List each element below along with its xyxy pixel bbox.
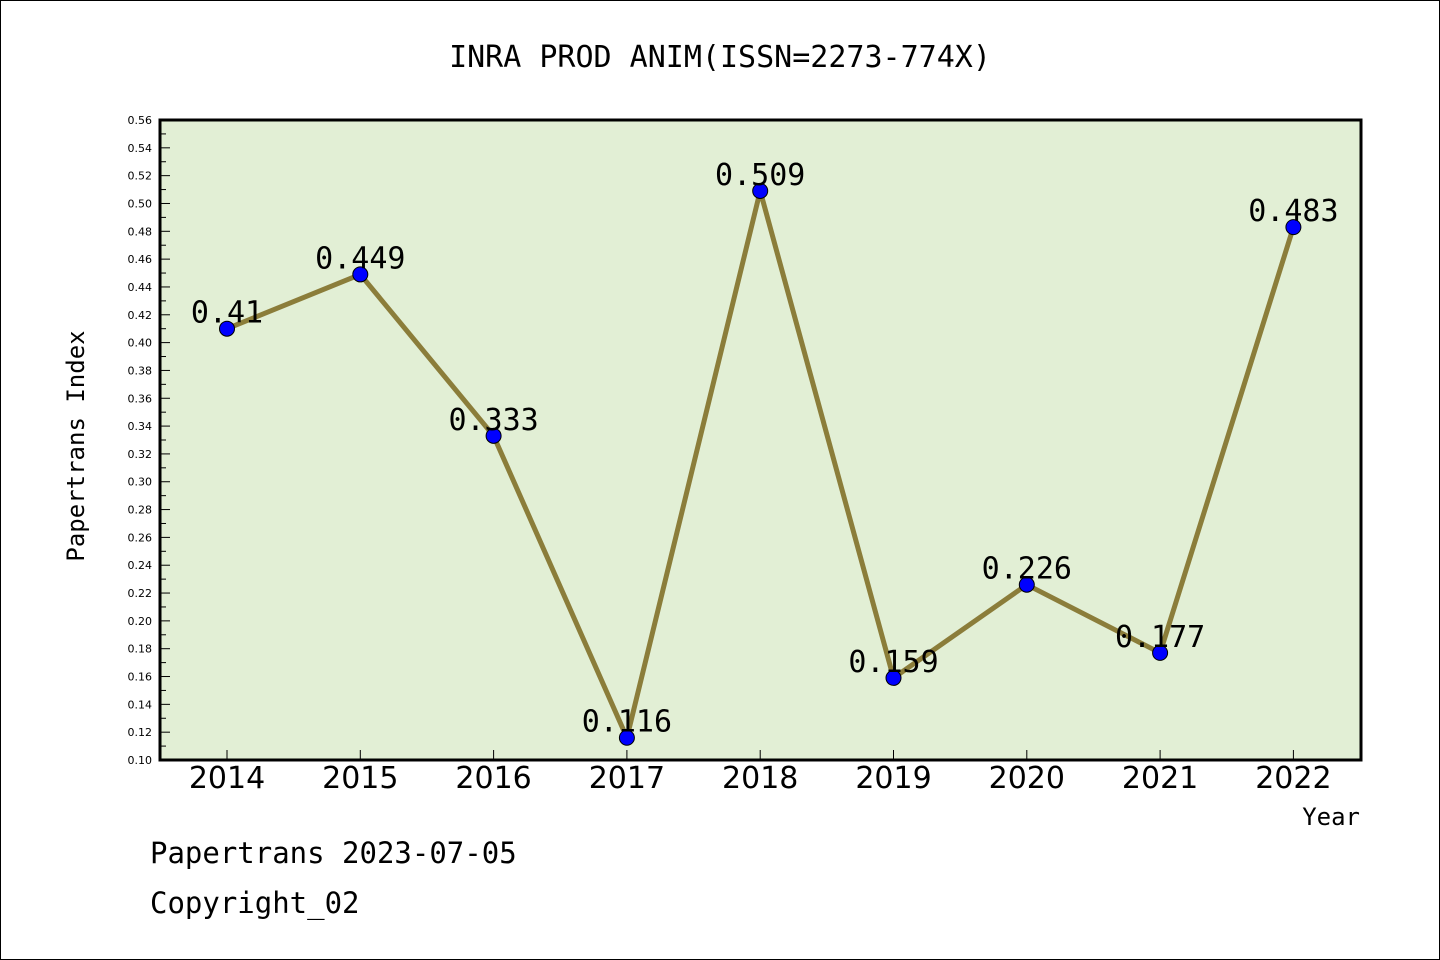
y-tick-label: 0.42 (128, 309, 153, 322)
x-tick-label: 2018 (722, 761, 798, 796)
data-point (1285, 219, 1302, 236)
footer-copyright: Copyright_02 (150, 886, 360, 920)
y-tick-label: 0.12 (128, 726, 153, 739)
x-tick-label: 2019 (855, 761, 931, 796)
y-axis-label: Papertrans Index (62, 330, 90, 561)
data-labels: 0.41 0.449 0.333 0.116 0.509 0.159 0.226 0.177 0… (191, 158, 1339, 740)
y-tick-label: 0.50 (128, 197, 153, 210)
data-point (485, 427, 502, 444)
y-tick-label: 0.10 (128, 754, 153, 767)
y-tick-label: 0.24 (128, 559, 153, 572)
data-label: 0.41 (191, 296, 263, 331)
y-tick-label: 0.30 (128, 476, 153, 489)
y-tick-label: 0.40 (128, 337, 153, 350)
x-tick-label: 2017 (589, 761, 665, 796)
y-tick-label: 0.20 (128, 615, 153, 628)
plot-area (158, 118, 1363, 762)
y-axis: 0.10 0.12 0.14 0.16 0.18 0.20 0.22 0.24 0.26 0.28… (128, 114, 170, 767)
y-tick-label: 0.26 (128, 531, 153, 544)
y-tick-label: 0.36 (128, 392, 153, 405)
data-point (1018, 576, 1035, 593)
data-label: 0.177 (1115, 620, 1205, 655)
data-point (885, 669, 902, 686)
data-label: 0.159 (848, 645, 938, 680)
y-tick-label: 0.46 (128, 253, 153, 266)
data-point (219, 320, 235, 337)
x-tick-label: 2022 (1255, 761, 1331, 796)
data-point (352, 266, 369, 283)
y-tick-label: 0.22 (128, 587, 153, 600)
y-tick-label: 0.34 (128, 420, 153, 433)
x-axis-label: Year (1302, 803, 1360, 831)
data-label: 0.449 (315, 241, 405, 276)
footer-date: Papertrans 2023-07-05 (150, 836, 517, 870)
x-tick-label: 2015 (322, 761, 398, 796)
x-tick-label: 2014 (189, 761, 265, 796)
y-tick-label: 0.56 (128, 114, 153, 127)
data-label: 0.509 (715, 158, 805, 193)
x-tick-label: 2020 (989, 761, 1065, 796)
chart-title: INRA PROD ANIM(ISSN=2273-774X) (449, 40, 991, 75)
y-tick-label: 0.16 (128, 671, 153, 684)
data-markers (219, 182, 1302, 746)
data-label: 0.483 (1248, 194, 1338, 229)
data-point (752, 182, 769, 199)
y-tick-label: 0.14 (128, 698, 153, 711)
x-tick-label: 2016 (455, 761, 531, 796)
x-axis: 2014 2015 2016 2017 2018 2019 2020 2021 2022 (189, 750, 1332, 796)
data-label: 0.116 (582, 705, 672, 740)
y-tick-label: 0.28 (128, 504, 153, 517)
x-tick-label: 2021 (1122, 761, 1198, 796)
data-point (618, 729, 635, 746)
data-point (1152, 644, 1169, 661)
data-label: 0.226 (982, 552, 1072, 587)
y-tick-label: 0.48 (128, 225, 153, 238)
y-tick-label: 0.38 (128, 364, 153, 377)
data-label: 0.333 (448, 403, 538, 438)
y-tick-label: 0.32 (128, 448, 153, 461)
y-tick-label: 0.18 (128, 643, 153, 656)
y-tick-label: 0.44 (128, 281, 153, 294)
y-tick-label: 0.54 (128, 142, 153, 155)
y-tick-label: 0.52 (128, 170, 153, 183)
